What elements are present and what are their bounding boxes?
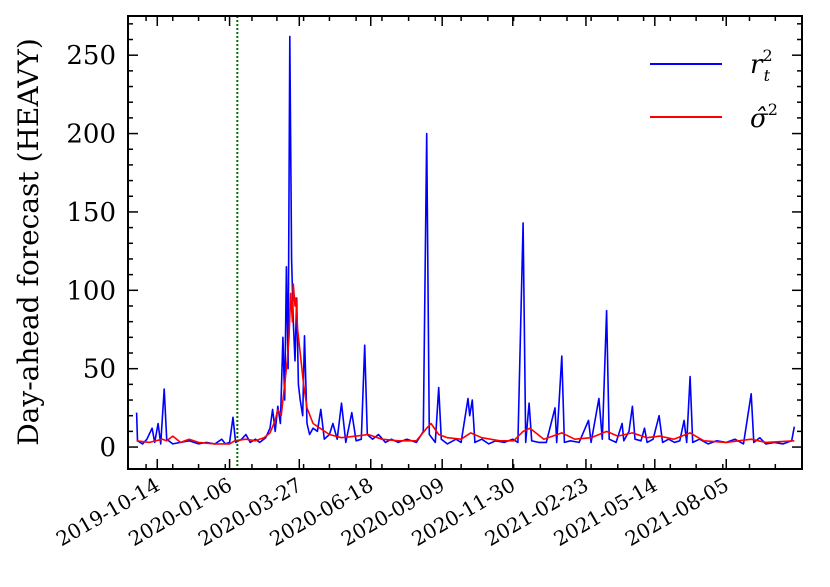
- legend-label-r2: r2 t: [750, 46, 773, 85]
- y-tick-label: 250: [66, 41, 116, 71]
- plot-area: [128, 16, 802, 469]
- plot-frame: [127, 15, 803, 470]
- y-tick-label: 150: [66, 198, 116, 228]
- y-tick-label: 50: [83, 355, 116, 385]
- y-axis-title: Day-ahead forecast (HEAVY): [12, 38, 45, 446]
- series-line-sigma2: [136, 283, 795, 445]
- y-tick-label: 0: [99, 433, 116, 463]
- y-tick-label: 200: [66, 120, 116, 150]
- y-tick-label: 100: [66, 276, 116, 306]
- series-line-r2: [135, 35, 796, 445]
